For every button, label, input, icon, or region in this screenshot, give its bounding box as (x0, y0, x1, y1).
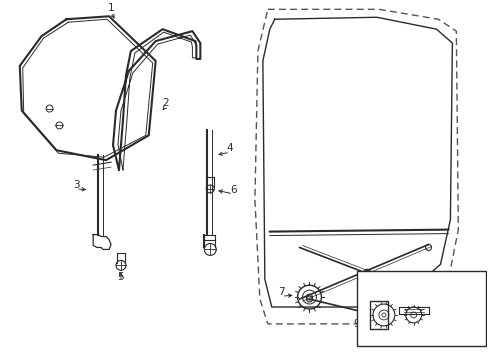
Text: 8: 8 (427, 272, 433, 282)
Text: 4: 4 (226, 143, 233, 153)
Text: 10: 10 (431, 302, 444, 312)
Text: 7: 7 (278, 287, 285, 297)
Text: 9: 9 (353, 319, 360, 329)
Bar (356, 271, 485, 346)
Text: 3: 3 (73, 180, 80, 190)
Text: 5: 5 (118, 272, 124, 282)
Text: 1: 1 (107, 3, 114, 13)
Bar (369, 301, 387, 329)
Text: 2: 2 (162, 98, 168, 108)
Text: 6: 6 (229, 185, 236, 195)
